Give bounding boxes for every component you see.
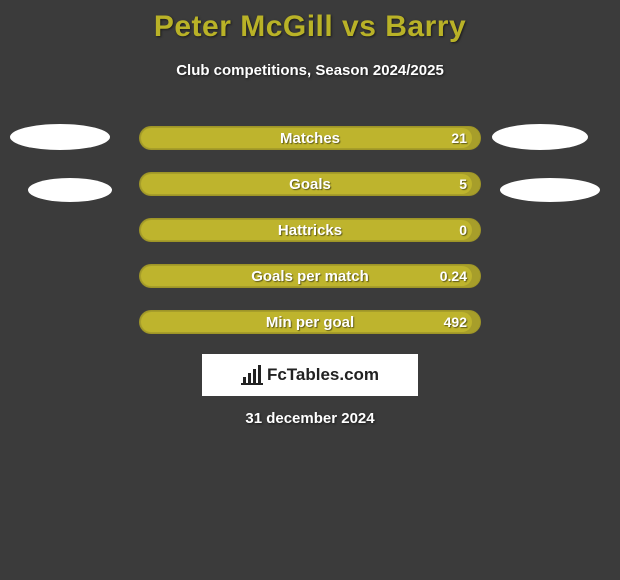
stat-value: 5 [459, 176, 467, 192]
page-subtitle: Club competitions, Season 2024/2025 [0, 62, 620, 79]
stat-label: Matches [280, 130, 340, 147]
stat-label: Hattricks [278, 222, 342, 239]
stat-row: Hattricks 0 [139, 218, 481, 242]
stat-row: Goals per match 0.24 [139, 264, 481, 288]
decor-ellipse-left-2 [28, 178, 112, 202]
stat-row: Goals 5 [139, 172, 481, 196]
decor-ellipse-right-1 [492, 124, 588, 150]
stat-value: 0 [459, 222, 467, 238]
footer-date: 31 december 2024 [0, 410, 620, 427]
stat-label: Goals per match [251, 268, 369, 285]
stat-row: Matches 21 [139, 126, 481, 150]
stat-row: Min per goal 492 [139, 310, 481, 334]
stat-value: 0.24 [440, 268, 467, 284]
stat-value: 492 [444, 314, 467, 330]
bar-chart-icon [241, 365, 263, 385]
page-title: Peter McGill vs Barry [0, 0, 620, 44]
brand-badge: FcTables.com [202, 354, 418, 396]
decor-ellipse-left-1 [10, 124, 110, 150]
comparison-infographic: Peter McGill vs Barry Club competitions,… [0, 0, 620, 580]
stat-label: Min per goal [266, 314, 354, 331]
stat-label: Goals [289, 176, 331, 193]
decor-ellipse-right-2 [500, 178, 600, 202]
stat-value: 21 [451, 130, 467, 146]
brand-text: FcTables.com [267, 365, 379, 385]
